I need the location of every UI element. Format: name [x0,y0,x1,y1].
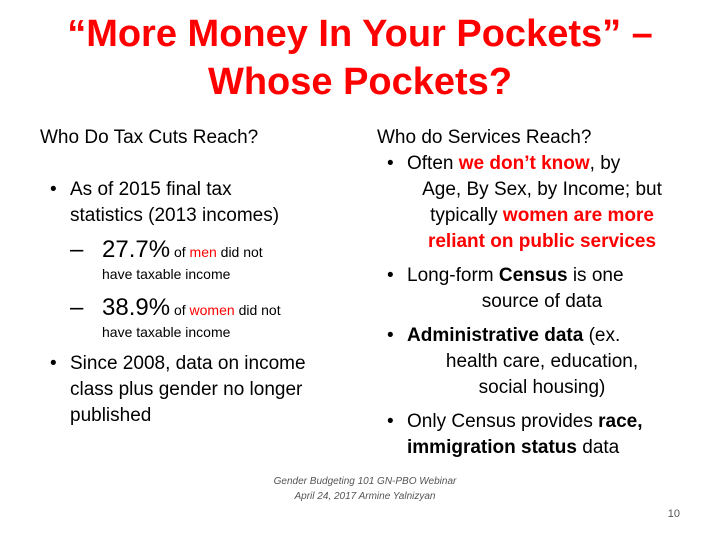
bullet-icon: • [387,325,394,346]
bullet-icon: • [387,265,394,286]
stat-value: 27.7% [102,236,171,263]
footer-line-1: Gender Budgeting 101 GN-PBO Webinar [273,476,457,487]
bullet-text: health care, education, [445,351,639,372]
bullet-text: Age, By Sex, by Income; but [422,179,662,200]
footer-line-2: April 24, 2017 Armine Yalnizyan [294,491,436,502]
left-bullet-2: • Since 2008, data on income class plus … [40,351,340,429]
stat-group: men [189,244,217,260]
right-bullet-3: • Administrative data (ex. health care, … [377,323,677,401]
bullet-text: Since 2008, data on income [70,353,306,374]
bullet-text: Often [407,153,454,174]
bullet-text: statistics (2013 incomes) [70,205,280,226]
dash-icon: – [70,294,84,321]
bullet-text: social housing) [478,377,606,398]
left-sub-bullet-men: – 27.7% of men did not have taxable inco… [40,236,340,285]
title-line-2: Whose Pockets? [207,61,513,103]
highlight-text: we don’t know [458,153,590,174]
bullet-text: (ex. [588,325,621,346]
stat-value: 38.9% [102,294,171,321]
bold-text: race, [598,411,643,432]
stat-post: did not [238,302,281,318]
bullet-text: is one [572,265,624,286]
highlight-text: women are more [502,205,654,226]
right-bullet-2: • Long-form Census is one source of data [377,263,677,315]
dash-icon: – [70,236,84,263]
bullet-text: Long-form [407,265,494,286]
title-line-1: “More Money In Your Pockets” – [67,13,653,55]
left-column: Who Do Tax Cuts Reach? • As of 2015 fina… [40,125,340,429]
right-column: Who do Services Reach? • Often we don’t … [377,125,677,461]
bold-text: Administrative data [407,325,584,346]
bullet-icon: • [50,179,57,200]
page-number: 10 [667,508,680,520]
bullet-text: , by [589,153,621,174]
left-bullet-1: • As of 2015 final tax statistics (2013 … [40,177,340,229]
stat-pre: of [173,244,186,260]
bullet-text: source of data [481,291,603,312]
bullet-text: class plus gender no longer [70,379,303,400]
stat-line-2: have taxable income [102,266,231,282]
bullet-text: As of 2015 final tax [70,179,232,200]
bullet-text: typically [430,205,498,226]
stat-post: did not [220,244,263,260]
slide-title: “More Money In Your Pockets” – Whose Poc… [20,10,700,106]
bold-text: immigration status [407,437,577,458]
bullet-icon: • [50,353,57,374]
bullet-text: data [582,437,620,458]
bullet-icon: • [387,411,394,432]
left-sub-bullet-women: – 38.9% of women did not have taxable in… [40,294,340,343]
highlight-text: reliant on public services [427,231,657,252]
stat-line-2: have taxable income [102,324,231,340]
stat-pre: of [173,302,186,318]
right-bullet-1: • Often we don’t know, by Age, By Sex, b… [377,151,677,255]
bold-text: Census [498,265,568,286]
right-bullet-4: • Only Census provides race, immigration… [377,409,677,461]
right-heading: Who do Services Reach? [377,127,592,148]
stat-group: women [189,302,235,318]
bullet-text: published [70,405,152,426]
footer: Gender Budgeting 101 GN-PBO Webinar Apri… [250,474,480,504]
bullet-text: Only Census provides [407,411,593,432]
bullet-icon: • [387,153,394,174]
left-heading: Who Do Tax Cuts Reach? [40,127,259,148]
